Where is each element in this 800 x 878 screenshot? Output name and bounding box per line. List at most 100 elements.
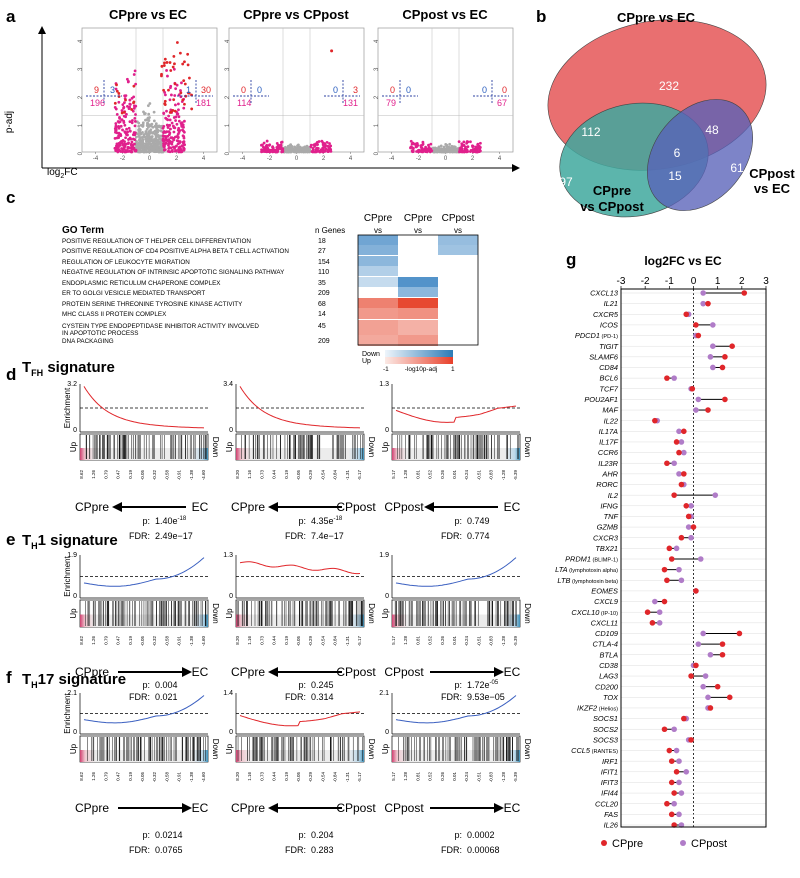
dumbbell-point-cppost bbox=[712, 492, 719, 498]
dumbbell-gene-label: CD38 bbox=[599, 661, 619, 670]
go-ngenes: 209 bbox=[318, 338, 330, 345]
volcano-point-sig bbox=[280, 141, 283, 144]
volcano-point-ns bbox=[149, 128, 153, 132]
volcano-point-sig bbox=[170, 136, 174, 140]
gsea-ymin: 0 bbox=[385, 729, 389, 736]
volcano-point-sig bbox=[460, 150, 464, 154]
volcano-point-sig bbox=[318, 150, 322, 154]
dumbbell-gene-label: LAG3 bbox=[599, 672, 619, 681]
volcano-point-sig bbox=[324, 147, 328, 151]
volcano-point-ns bbox=[450, 146, 454, 150]
volcano-point-sig bbox=[269, 149, 273, 153]
volcano-y-tick-label: 3 bbox=[78, 67, 84, 71]
volcano-x-tick-label: -4 bbox=[93, 156, 99, 162]
dumbbell-point-cppre bbox=[690, 524, 697, 530]
volcano-count-right-up: 30 bbox=[201, 85, 211, 95]
dumbbell-point-cppre bbox=[685, 513, 692, 520]
volcano-count-left-up: 9 bbox=[94, 85, 99, 95]
volcano-point-sig bbox=[326, 149, 330, 153]
dumbbell-point-cppre bbox=[664, 577, 670, 584]
legend-gradient-down bbox=[385, 350, 453, 357]
volcano-point-up bbox=[181, 98, 185, 102]
volcano-point-sig bbox=[170, 142, 174, 146]
heatmap-cell bbox=[438, 320, 478, 335]
volcano-point-up bbox=[163, 57, 167, 61]
dumbbell-point-cppre bbox=[666, 545, 673, 552]
gsea-rank-tick: -0.84 bbox=[333, 470, 338, 481]
volcano-point-ns bbox=[145, 127, 149, 131]
volcano-point-sig bbox=[469, 140, 472, 144]
heatmap-cell bbox=[398, 235, 438, 245]
dumbbell-x-tick-label: 3 bbox=[763, 276, 769, 287]
volcano-ylabel: p-adj bbox=[4, 111, 15, 133]
volcano-point-ns bbox=[286, 146, 290, 150]
dumbbell-point-cppost bbox=[707, 651, 714, 658]
dumbbell-point-cppost bbox=[700, 683, 706, 690]
dumbbell-point-cppre bbox=[668, 779, 675, 786]
gsea-ymax: 1.9 bbox=[67, 552, 77, 559]
volcano-point-down bbox=[115, 89, 119, 93]
volcano-x-tick-label: 2 bbox=[175, 156, 179, 162]
gsea-rank-tick: -0.24 bbox=[464, 636, 469, 647]
volcano-point-down bbox=[120, 111, 124, 115]
volcano-point-sig bbox=[465, 141, 469, 145]
volcano-point-sig bbox=[420, 143, 424, 147]
gsea-down-label: Down bbox=[211, 603, 220, 623]
dumbbell-point-cppost bbox=[676, 758, 682, 764]
go-term: ENDOPLASMIC RETICULUM CHAPERONE COMPLEX bbox=[62, 280, 221, 287]
dumbbell-point-cppre bbox=[664, 800, 670, 807]
volcano-point-sig bbox=[280, 150, 284, 154]
gsea-rank-tick: -0.05 bbox=[296, 470, 301, 481]
gsea-rank-tick: 8.62 bbox=[79, 636, 84, 645]
volcano-point-ns bbox=[156, 133, 160, 137]
gsea-enrichment-curve bbox=[83, 557, 205, 587]
gsea-p-value: 0.0214 bbox=[155, 830, 183, 840]
gsea-p-value: 0.0002 bbox=[467, 830, 495, 840]
gsea-from-label: CPpost bbox=[384, 801, 424, 815]
gsea-rank-tick: -0.58 bbox=[164, 772, 169, 783]
volcano-point-sig bbox=[173, 135, 177, 139]
gsea-signature-title: TFH signature bbox=[22, 359, 115, 378]
volcano-point-sig bbox=[116, 150, 120, 154]
volcano-point-sig bbox=[176, 128, 180, 132]
dumbbell-point-cppre bbox=[693, 322, 699, 328]
volcano-x-tick-label: 0 bbox=[148, 156, 152, 162]
volcano-point-sig bbox=[410, 146, 414, 149]
volcano-point-sig bbox=[170, 140, 174, 144]
volcano-point-up bbox=[187, 91, 191, 95]
panel-label-b: b bbox=[536, 7, 546, 26]
volcano-point-sig bbox=[166, 139, 170, 143]
gsea-from-label: CPpre bbox=[75, 801, 109, 815]
volcano-point-sig bbox=[119, 140, 122, 144]
volcano-point-sig bbox=[424, 145, 427, 149]
dumbbell-gene-label: POU2AF1 bbox=[584, 395, 618, 404]
volcano-count-right-blue: 0 bbox=[333, 85, 338, 95]
volcano-point-sig bbox=[126, 150, 130, 153]
dumbbell-point-cppost bbox=[695, 641, 702, 647]
dumbbell-gene-label: EOMES bbox=[591, 587, 618, 596]
volcano-point-down bbox=[117, 92, 121, 95]
volcano-point-ns bbox=[159, 144, 162, 147]
gsea-rank-tick: -1.38 bbox=[189, 772, 194, 783]
gsea-fdr-value: 0.021 bbox=[155, 692, 178, 702]
dumbbell-point-cppre bbox=[705, 407, 711, 413]
dumbbell-gene-label: LTA (lymphotoxin alpha) bbox=[555, 565, 618, 574]
heatmap-cell bbox=[398, 256, 438, 266]
dumbbell-point-cppost bbox=[702, 673, 709, 679]
gsea-up-label: Up bbox=[69, 441, 78, 452]
volcano-point-up bbox=[165, 61, 169, 64]
dumbbell-point-cppost bbox=[688, 503, 694, 509]
gsea-ymax: 3.4 bbox=[223, 381, 233, 388]
dumbbell-gene-label: BTLA bbox=[600, 650, 619, 659]
volcano-x-tick-label: -2 bbox=[267, 156, 273, 162]
volcano-point-sig bbox=[275, 149, 279, 153]
gsea-fdr-value: 0.00068 bbox=[467, 845, 500, 855]
volcano-point-sig bbox=[164, 141, 168, 145]
gsea-rank-tick: -0.51 bbox=[476, 636, 481, 647]
volcano-count-right-up: 0 bbox=[502, 85, 507, 95]
go-ngenes: 14 bbox=[318, 311, 326, 318]
gsea-rank-tick: 1.16 bbox=[247, 636, 252, 645]
volcano-point-sig bbox=[180, 81, 183, 85]
